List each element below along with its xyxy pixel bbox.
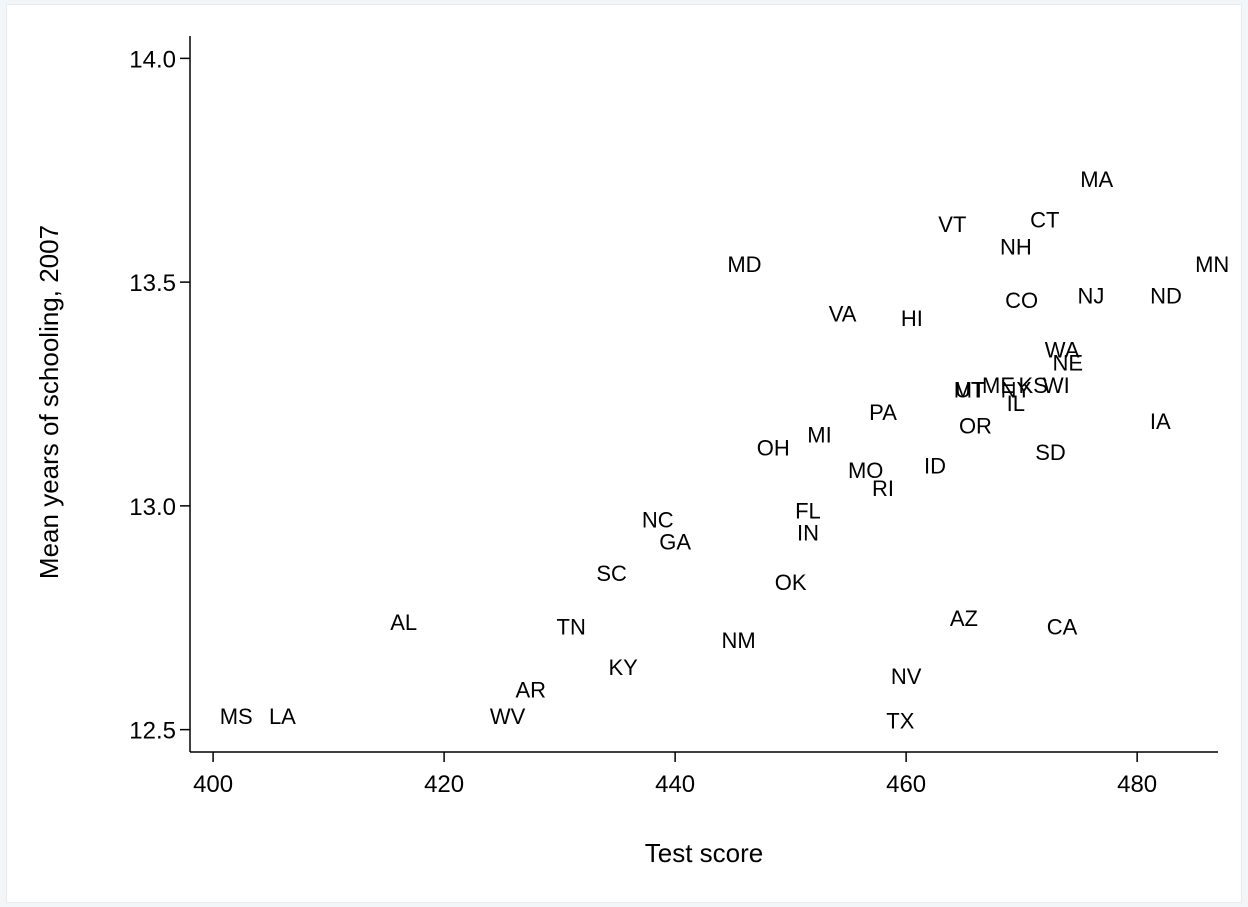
point-label-vt: VT — [938, 212, 966, 237]
point-label-wi: WI — [1043, 373, 1070, 398]
point-label-ms: MS — [220, 704, 253, 729]
point-label-sd: SD — [1035, 440, 1066, 465]
x-tick-label: 480 — [1117, 771, 1157, 798]
x-tick-label: 460 — [886, 771, 926, 798]
point-label-ri: RI — [872, 476, 894, 501]
x-tick-label: 400 — [193, 771, 233, 798]
point-label-tn: TN — [557, 615, 586, 640]
point-label-ia: IA — [1150, 409, 1171, 434]
point-label-nd: ND — [1150, 284, 1182, 309]
point-label-ky: KY — [608, 655, 638, 680]
chart-frame: 400 420 440 460 480 12.5 13.0 13.5 14.0 MS LA AL WV… — [6, 4, 1242, 903]
point-label-nv: NV — [891, 664, 922, 689]
point-label-il: IL — [1007, 391, 1025, 416]
point-label-tx: TX — [886, 709, 914, 734]
point-label-nh: NH — [1000, 234, 1032, 259]
point-label-az: AZ — [950, 606, 978, 631]
y-tick-label: 13.0 — [129, 494, 176, 521]
point-label-ok: OK — [775, 570, 807, 595]
point-label-wa: WA — [1045, 337, 1080, 362]
point-label-ga: GA — [659, 530, 691, 555]
axes — [189, 36, 1218, 753]
point-label-mn: MN — [1195, 252, 1229, 277]
point-label-co: CO — [1005, 288, 1038, 313]
point-label-pa: PA — [869, 400, 897, 425]
point-label-or: OR — [959, 413, 992, 438]
x-tick-label: 440 — [655, 771, 695, 798]
point-label-va: VA — [829, 301, 857, 326]
point-label-hi: HI — [901, 306, 923, 331]
x-axis-title: Test score — [645, 838, 764, 868]
point-label-ar: AR — [515, 677, 546, 702]
point-label-ut: UT — [955, 378, 984, 403]
scatter-chart: 400 420 440 460 480 12.5 13.0 13.5 14.0 MS LA AL WV… — [34, 36, 1230, 868]
point-label-la: LA — [269, 704, 296, 729]
point-label-ma: MA — [1080, 167, 1113, 192]
point-label-oh: OH — [757, 436, 790, 461]
point-label-ct: CT — [1030, 207, 1059, 232]
point-label-me: ME — [982, 373, 1015, 398]
x-tick-label: 420 — [424, 771, 464, 798]
y-tick-label: 13.5 — [129, 270, 176, 297]
point-label-mi: MI — [807, 422, 831, 447]
point-label-fl: FL — [795, 498, 821, 523]
y-tick-label: 14.0 — [129, 46, 176, 73]
point-label-mt: MT — [954, 378, 986, 403]
point-label-md: MD — [727, 252, 761, 277]
y-tick-label: 12.5 — [129, 718, 176, 745]
point-label-ne: NE — [1053, 351, 1084, 376]
point-label-id: ID — [924, 454, 946, 479]
point-label-nc: NC — [642, 507, 674, 532]
point-label-al: AL — [390, 610, 417, 635]
point-label-nm: NM — [722, 628, 756, 653]
ticks: 400 420 440 460 480 12.5 13.0 13.5 14.0 — [129, 46, 1157, 798]
point-label-ny: NY — [1001, 378, 1032, 403]
y-axis-title: Mean years of schooling, 2007 — [34, 225, 64, 579]
point-label-ks: KS — [1019, 373, 1048, 398]
point-label-sc: SC — [596, 561, 627, 586]
point-label-in: IN — [797, 521, 819, 546]
point-label-wv: WV — [490, 704, 526, 729]
point-label-ca: CA — [1047, 615, 1078, 640]
point-label-nj: NJ — [1077, 284, 1104, 309]
point-label-mo: MO — [848, 458, 883, 483]
